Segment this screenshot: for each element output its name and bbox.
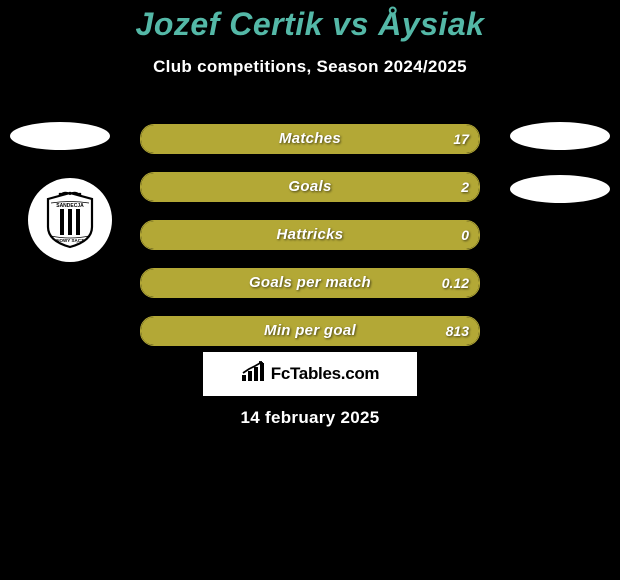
stat-bar-value: 17 [453, 125, 469, 153]
stat-bar-value: 813 [446, 317, 469, 345]
brand-badge[interactable]: FcTables.com [203, 352, 417, 396]
page-title: Jozef Certik vs Åysiak [0, 0, 620, 43]
stat-bar-label: Goals [141, 173, 479, 201]
player-left-photo [10, 122, 110, 150]
stat-bar-label: Goals per match [141, 269, 479, 297]
svg-text:NOWY SĄCZ: NOWY SĄCZ [56, 238, 84, 243]
stat-bar-matches: Matches 17 [140, 124, 480, 154]
season-subtitle: Club competitions, Season 2024/2025 [0, 57, 620, 77]
brand-text: FcTables.com [271, 364, 380, 384]
club-right-badge [510, 175, 610, 203]
club-left-badge: SANDECJA NOWY SĄCZ [28, 178, 112, 262]
stat-bar-min-per-goal: Min per goal 813 [140, 316, 480, 346]
date-text: 14 february 2025 [0, 408, 620, 428]
comparison-card: Jozef Certik vs Åysiak Club competitions… [0, 0, 620, 580]
stat-bar-goals: Goals 2 [140, 172, 480, 202]
bar-rising-icon [241, 361, 267, 388]
svg-text:SANDECJA: SANDECJA [56, 203, 84, 209]
stat-bar-value: 0 [461, 221, 469, 249]
stat-bar-label: Min per goal [141, 317, 479, 345]
stat-bar-value: 2 [461, 173, 469, 201]
stat-bar-hattricks: Hattricks 0 [140, 220, 480, 250]
stat-bar-label: Matches [141, 125, 479, 153]
stat-bars: Matches 17 Goals 2 Hattricks 0 Goals per… [140, 124, 480, 364]
shield-icon: SANDECJA NOWY SĄCZ [45, 191, 95, 249]
stat-bar-goals-per-match: Goals per match 0.12 [140, 268, 480, 298]
player-right-photo [510, 122, 610, 150]
stat-bar-value: 0.12 [442, 269, 469, 297]
stat-bar-label: Hattricks [141, 221, 479, 249]
